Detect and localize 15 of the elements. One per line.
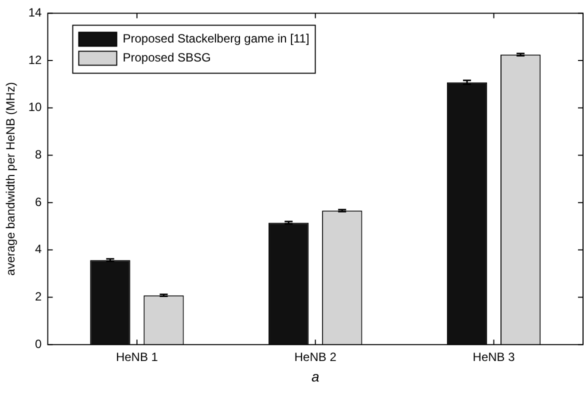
legend-label: Proposed SBSG (122, 50, 211, 65)
y-tick-label: 2 (35, 290, 42, 304)
y-tick-label: 6 (35, 194, 42, 209)
x-tick-label: HeNB 2 (294, 350, 337, 364)
x-tick-label: HeNB 1 (116, 350, 158, 364)
y-tick-label: 4 (35, 242, 42, 256)
y-tick-label: 14 (28, 6, 42, 20)
y-tick-label: 12 (28, 52, 42, 67)
legend-label: Proposed Stackelberg game in [11] (122, 32, 310, 46)
y-tick-label: 10 (28, 100, 42, 114)
text: a (311, 368, 320, 384)
y-tick-label: 8 (35, 148, 42, 162)
y-tick-label: 0 (35, 336, 42, 351)
x-tick-label: HeNB 3 (472, 350, 516, 364)
y-axis-title: average bandwidth per HeNB (MHz) (4, 82, 18, 276)
